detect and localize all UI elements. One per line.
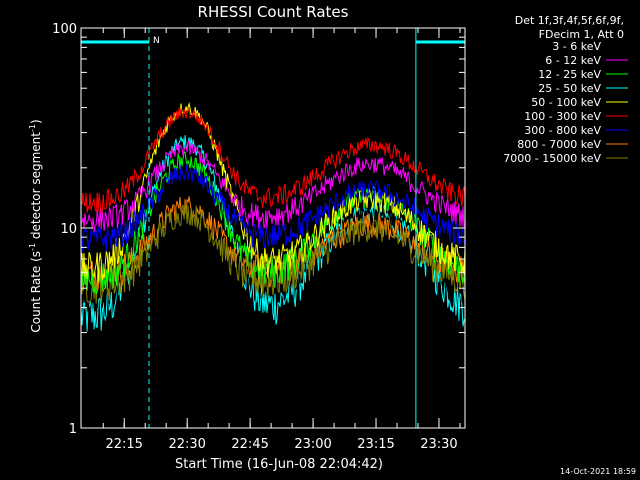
legend-entry-label: 50 - 100 keV [531,96,601,109]
series-line-100-300keV [80,107,466,214]
legend-entry-label: 100 - 300 keV [524,110,601,123]
x-tick-label: 22:45 [231,437,268,452]
chart-title: RHESSI Count Rates [198,3,349,21]
legend-entry-label: 300 - 800 keV [524,124,601,137]
x-tick-label: 23:30 [420,437,457,452]
legend-entry-label: 6 - 12 keV [545,54,601,67]
series-line-300-800keV [80,163,466,253]
legend-header: Det 1f,3f,4f,5f,6f,9f, [515,14,624,27]
x-tick-label: 22:15 [105,437,142,452]
legend-header: FDecim 1, Att 0 [539,28,624,41]
x-tick-label: 23:15 [357,437,394,452]
legend-entry-label: 12 - 25 keV [538,68,601,81]
legend-entry-label: 3 - 6 keV [552,40,601,53]
axes: 1 10 100 22:15 22:30 22:45 23:00 23:15 23:30 [52,22,465,452]
y-axis-label: Count Rate (s-1 detector segment-1) [28,119,43,332]
x-tick-label: 23:00 [294,437,331,452]
series-line-25-50keV [80,135,466,332]
x-axis-label: Start Time (16-Jun-08 22:04:42) [175,457,383,472]
legend-entry-label: 7000 - 15000 keV [503,152,601,165]
legend-entry-label: 800 - 7000 keV [517,138,601,151]
saa-label: N [153,36,160,46]
series-layer [80,101,466,332]
y-tick-label: 100 [52,22,77,37]
series-line-6-12keV [80,139,466,233]
legend: Det 1f,3f,4f,5f,6f,9f,FDecim 1, Att 03 -… [503,14,628,165]
x-tick-label: 22:30 [168,437,205,452]
legend-entry-label: 25 - 50 keV [538,82,601,95]
timestamp: 14-Oct-2021 18:59 [560,467,636,476]
series-line-50-100keV [80,101,466,283]
y-tick-label: 10 [60,222,77,237]
series-line-7000-15000keV [80,203,466,304]
y-tick-label: 1 [69,422,77,437]
